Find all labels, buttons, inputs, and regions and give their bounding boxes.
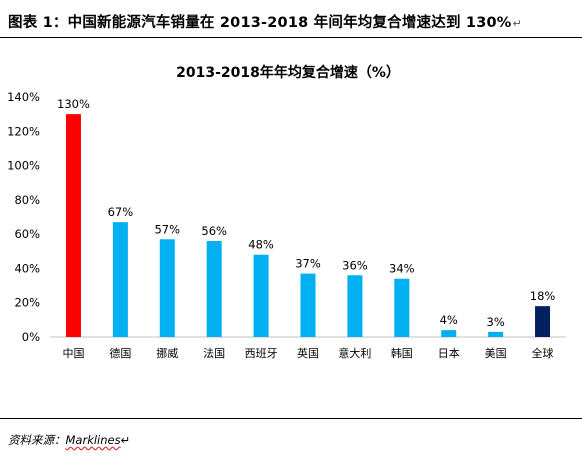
x-tick-label: 德国 [109, 346, 131, 360]
top-rule [0, 37, 582, 38]
x-tick-label: 美国 [485, 347, 507, 360]
y-tick-label: 40% [14, 261, 40, 275]
paragraph-mark-icon: ↵ [120, 433, 131, 447]
x-tick-label: 挪威 [156, 346, 178, 360]
bar [253, 254, 269, 337]
data-label: 130% [57, 97, 90, 111]
source-label: 资料来源： [8, 433, 66, 447]
data-label: 67% [108, 205, 134, 219]
x-tick-label: 韩国 [391, 346, 413, 360]
bar [488, 331, 504, 337]
bar [535, 306, 551, 337]
chart-title: 2013-2018年年均复合增速（%） [176, 64, 400, 81]
y-tick-label: 60% [14, 227, 40, 241]
bar [347, 275, 363, 337]
data-label: 34% [389, 262, 415, 276]
data-label: 3% [487, 315, 505, 329]
x-tick-label: 全球 [532, 346, 554, 360]
bar [300, 273, 316, 337]
data-labels: 130% 67% 57% 56% 48% 37% 36% 34% 4% 3% 18% [57, 97, 555, 329]
y-tick-label: 80% [14, 193, 40, 207]
x-tick-label: 法国 [203, 346, 225, 360]
bar [65, 114, 81, 338]
figure-caption-text: 图表 1：中国新能源汽车销量在 2013-2018 年间年均复合增速达到 130… [8, 15, 512, 31]
y-tick-label: 100% [7, 159, 40, 173]
source-note: 资料来源：Marklines↵ [8, 432, 130, 448]
data-label: 36% [342, 258, 368, 272]
data-label: 4% [440, 313, 458, 327]
data-label: 57% [154, 222, 180, 236]
y-tick-label: 120% [7, 124, 40, 138]
bar [441, 330, 457, 337]
bar [206, 241, 222, 337]
bottom-rule [0, 418, 582, 419]
y-axis: 0% 20% 40% 60% 80% 100% 120% 140% [7, 90, 40, 344]
x-tick-label: 英国 [297, 346, 319, 360]
bar-series [65, 114, 551, 338]
bar [394, 278, 410, 337]
bar [159, 239, 175, 337]
figure-caption: 图表 1：中国新能源汽车销量在 2013-2018 年间年均复合增速达到 130… [8, 11, 522, 32]
x-tick-label: 中国 [62, 347, 84, 360]
x-axis: 中国 德国 挪威 法国 西班牙 英国 意大利 韩国 日本 美国 全球 [62, 346, 553, 360]
data-label: 56% [201, 224, 227, 238]
x-tick-label: 意大利 [338, 346, 371, 360]
bar [112, 222, 128, 337]
data-label: 48% [248, 238, 274, 252]
x-tick-label: 西班牙 [245, 347, 278, 360]
data-label: 18% [530, 289, 556, 303]
y-tick-label: 20% [14, 296, 40, 310]
data-label: 37% [295, 257, 321, 271]
y-tick-label: 0% [22, 330, 40, 344]
x-tick-label: 日本 [438, 346, 460, 360]
paragraph-mark-icon: ↵ [512, 17, 522, 30]
source-value: Marklines [65, 433, 121, 447]
y-tick-label: 140% [7, 90, 40, 104]
